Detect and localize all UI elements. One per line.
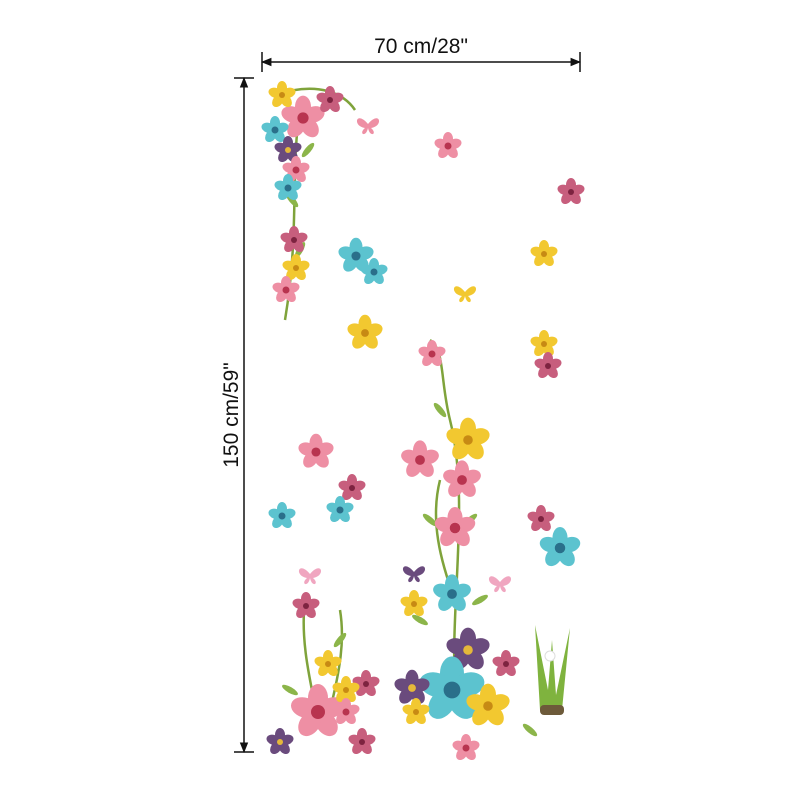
- decoration: [521, 721, 539, 739]
- decoration: [267, 502, 297, 530]
- butterflies: [298, 118, 512, 593]
- decoration: [529, 240, 559, 268]
- decoration: [441, 460, 483, 500]
- decoration: [299, 141, 317, 159]
- left-bouquet: [265, 592, 381, 756]
- decoration: [538, 527, 583, 569]
- decoration: [291, 592, 321, 620]
- decoration: [267, 81, 297, 109]
- decoration: [470, 592, 490, 608]
- width-label: 70 cm/28": [374, 35, 468, 58]
- decoration: [399, 590, 429, 618]
- hanging-vine: [260, 81, 357, 321]
- decoration: [271, 276, 301, 304]
- decoration: [280, 682, 300, 698]
- decoration: [453, 286, 477, 303]
- decoration: [488, 576, 512, 593]
- decoration: [346, 315, 385, 352]
- decoration: [402, 566, 426, 583]
- decoration: [540, 705, 564, 715]
- decoration: [533, 352, 563, 380]
- decoration: [356, 118, 380, 135]
- decoration: [431, 574, 473, 614]
- decoration: [325, 496, 355, 524]
- decoration: [265, 728, 295, 756]
- decoration: [526, 505, 556, 533]
- decoration: [399, 440, 441, 480]
- decoration: [297, 434, 336, 471]
- decoration: [529, 330, 559, 358]
- central-plant: [393, 338, 521, 762]
- decoration: [331, 631, 349, 649]
- height-label: 150 cm/59": [220, 362, 243, 468]
- decoration: [556, 178, 586, 206]
- decoration: [433, 132, 463, 160]
- decoration: [451, 734, 481, 762]
- grass: [521, 625, 570, 739]
- decoration: [491, 650, 521, 678]
- decoration: [535, 625, 570, 710]
- decoration: [298, 568, 322, 585]
- decoration: [347, 728, 377, 756]
- decoration: [417, 340, 447, 368]
- decoration: [544, 650, 556, 662]
